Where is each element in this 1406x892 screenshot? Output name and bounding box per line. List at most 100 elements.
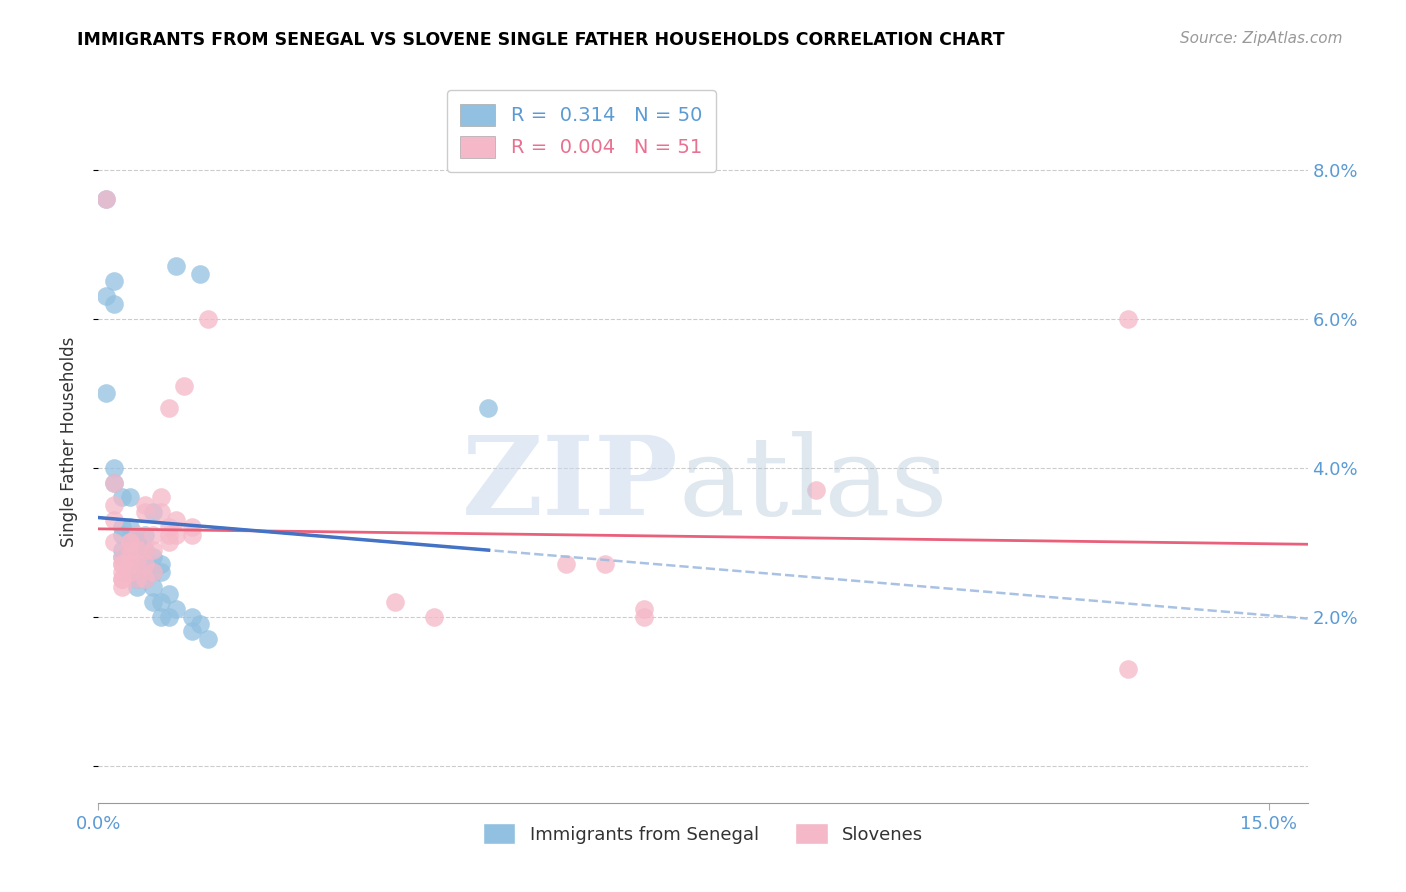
Text: atlas: atlas [679, 432, 949, 539]
Point [142, 565, 165, 579]
Point [111, 572, 134, 586]
Text: Source: ZipAtlas.com: Source: ZipAtlas.com [1180, 31, 1343, 46]
Point [134, 542, 156, 557]
Point [555, 558, 578, 572]
Point [142, 549, 165, 564]
Point [142, 505, 165, 519]
Point [134, 542, 156, 557]
Point [127, 542, 149, 557]
Point [118, 542, 141, 557]
Point [595, 558, 617, 572]
Point [157, 520, 180, 534]
Point [127, 549, 149, 564]
Point [127, 580, 149, 594]
Point [118, 565, 141, 579]
Point [111, 580, 134, 594]
Point [118, 535, 141, 549]
Point [111, 558, 134, 572]
Point [181, 520, 204, 534]
Point [96, 193, 118, 207]
Point [197, 632, 219, 646]
Point [157, 401, 180, 415]
Point [96, 386, 118, 401]
Point [127, 527, 149, 541]
Point [111, 520, 134, 534]
Point [118, 542, 141, 557]
Point [149, 595, 172, 609]
Point [157, 587, 180, 601]
Text: ZIP: ZIP [463, 432, 679, 539]
Point [127, 572, 149, 586]
Point [111, 491, 134, 505]
Point [134, 498, 156, 512]
Point [134, 505, 156, 519]
Point [118, 535, 141, 549]
Point [127, 572, 149, 586]
Point [103, 475, 125, 490]
Point [127, 527, 149, 541]
Point [633, 609, 655, 624]
Point [103, 297, 125, 311]
Point [384, 595, 406, 609]
Point [173, 378, 195, 392]
Point [142, 527, 165, 541]
Point [134, 527, 156, 541]
Point [127, 558, 149, 572]
Point [188, 267, 211, 281]
Point [118, 535, 141, 549]
Point [103, 535, 125, 549]
Point [165, 260, 187, 274]
Point [633, 602, 655, 616]
Y-axis label: Single Father Households: Single Father Households [59, 336, 77, 547]
Point [1116, 662, 1139, 676]
Point [134, 549, 156, 564]
Point [149, 609, 172, 624]
Point [157, 527, 180, 541]
Point [149, 505, 172, 519]
Point [142, 565, 165, 579]
Point [134, 565, 156, 579]
Point [197, 311, 219, 326]
Point [103, 498, 125, 512]
Point [423, 609, 446, 624]
Point [111, 527, 134, 541]
Point [157, 609, 180, 624]
Point [142, 580, 165, 594]
Point [96, 193, 118, 207]
Point [134, 572, 156, 586]
Point [127, 565, 149, 579]
Point [149, 565, 172, 579]
Point [477, 401, 499, 415]
Point [103, 513, 125, 527]
Point [188, 617, 211, 632]
Point [111, 549, 134, 564]
Point [103, 475, 125, 490]
Point [165, 513, 187, 527]
Point [127, 558, 149, 572]
Text: IMMIGRANTS FROM SENEGAL VS SLOVENE SINGLE FATHER HOUSEHOLDS CORRELATION CHART: IMMIGRANTS FROM SENEGAL VS SLOVENE SINGL… [77, 31, 1005, 49]
Point [165, 527, 187, 541]
Point [118, 549, 141, 564]
Point [118, 558, 141, 572]
Point [134, 558, 156, 572]
Point [804, 483, 827, 497]
Point [118, 549, 141, 564]
Point [165, 602, 187, 616]
Point [134, 572, 156, 586]
Legend: Immigrants from Senegal, Slovenes: Immigrants from Senegal, Slovenes [475, 816, 931, 852]
Point [127, 572, 149, 586]
Point [118, 520, 141, 534]
Point [111, 549, 134, 564]
Point [1116, 311, 1139, 326]
Point [118, 491, 141, 505]
Point [111, 572, 134, 586]
Point [111, 558, 134, 572]
Point [96, 289, 118, 303]
Point [142, 595, 165, 609]
Point [127, 535, 149, 549]
Point [118, 558, 141, 572]
Point [103, 460, 125, 475]
Point [111, 542, 134, 557]
Point [111, 565, 134, 579]
Point [149, 491, 172, 505]
